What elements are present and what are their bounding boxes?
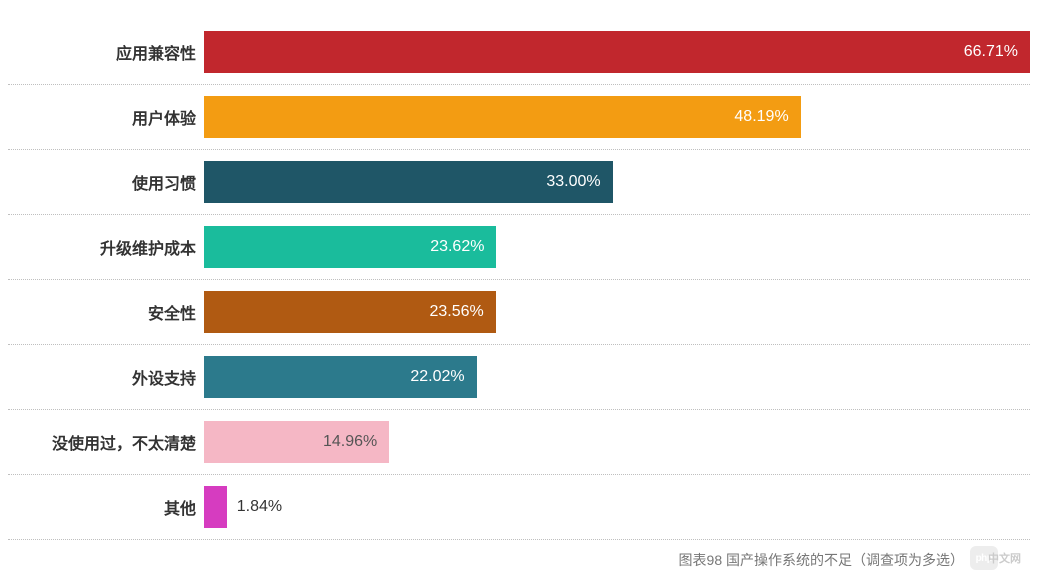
chart-row: 其他1.84%	[8, 475, 1030, 540]
bar-value: 23.56%	[429, 303, 483, 321]
bar-cell: 23.62%	[204, 226, 1030, 268]
bar-cell: 1.84%	[204, 486, 1030, 528]
category-label: 外设支持	[8, 365, 204, 389]
bar: 14.96%	[204, 421, 389, 463]
chart-row: 安全性 23.56%	[8, 280, 1030, 345]
bar-cell: 14.96%	[204, 421, 1030, 463]
chart-row: 没使用过，不太清楚 14.96%	[8, 410, 1030, 475]
watermark: php 中文网	[970, 546, 1026, 574]
bar-cell: 48.19%	[204, 96, 1030, 138]
bar-value: 14.96%	[323, 433, 377, 451]
bar-chart: 应用兼容性 66.71% 用户体验 48.19% 使用习惯 33.00% 升级维护成本 23.…	[8, 20, 1030, 540]
bar: 66.71%	[204, 31, 1030, 73]
caption-wrap: 图表98 国产操作系统的不足（调查项为多选） php 中文网	[679, 546, 1026, 574]
category-label: 使用习惯	[8, 170, 204, 194]
bar-value: 33.00%	[546, 173, 600, 191]
category-label: 应用兼容性	[8, 40, 204, 64]
bar-cell: 33.00%	[204, 161, 1030, 203]
bar-value: 22.02%	[410, 368, 464, 386]
bar: 1.84%	[204, 486, 227, 528]
category-label: 用户体验	[8, 105, 204, 129]
bar-value: 23.62%	[430, 238, 484, 256]
chart-row: 升级维护成本 23.62%	[8, 215, 1030, 280]
bar-value: 66.71%	[964, 43, 1018, 61]
chart-row: 外设支持 22.02%	[8, 345, 1030, 410]
bar-cell: 22.02%	[204, 356, 1030, 398]
bar: 48.19%	[204, 96, 801, 138]
bar: 23.56%	[204, 291, 496, 333]
category-label: 没使用过，不太清楚	[8, 430, 204, 454]
bar-value: 48.19%	[734, 108, 788, 126]
chart-row: 用户体验 48.19%	[8, 85, 1030, 150]
bar: 33.00%	[204, 161, 613, 203]
chart-caption: 图表98 国产操作系统的不足（调查项为多选）	[679, 550, 964, 570]
bar-cell: 23.56%	[204, 291, 1030, 333]
chart-row: 应用兼容性 66.71%	[8, 20, 1030, 85]
bar: 23.62%	[204, 226, 496, 268]
category-label: 升级维护成本	[8, 235, 204, 259]
chart-row: 使用习惯 33.00%	[8, 150, 1030, 215]
watermark-side-text: 中文网	[988, 550, 1021, 566]
bar-value: 1.84%	[237, 498, 282, 516]
bar-cell: 66.71%	[204, 31, 1030, 73]
bar: 22.02%	[204, 356, 477, 398]
category-label: 其他	[8, 495, 204, 519]
category-label: 安全性	[8, 300, 204, 324]
